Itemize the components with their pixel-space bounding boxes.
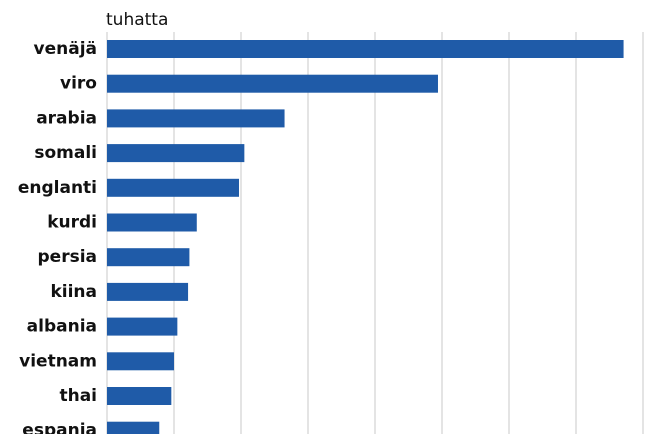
category-label: albania: [27, 317, 97, 337]
bar: [107, 421, 160, 434]
bar: [107, 213, 197, 232]
bar: [107, 178, 239, 197]
unit-label: tuhatta: [106, 10, 168, 30]
category-label: venäjä: [34, 39, 97, 59]
bar: [107, 109, 285, 128]
bar: [107, 387, 172, 405]
category-label: kurdi: [47, 213, 97, 233]
bar: [107, 248, 190, 267]
category-label: vietnam: [19, 351, 97, 371]
bar: [107, 74, 438, 93]
bar: [107, 352, 174, 371]
category-label: arabia: [36, 108, 97, 128]
category-label: thai: [59, 386, 97, 406]
category-label: persia: [38, 247, 98, 267]
category-label: englanti: [18, 178, 97, 198]
category-label: espanja: [22, 421, 97, 434]
category-label: somali: [34, 143, 97, 163]
bar: [107, 40, 624, 58]
category-label: viro: [60, 74, 97, 94]
bar: [107, 317, 178, 336]
bar: [107, 144, 245, 163]
bar: [107, 282, 189, 301]
category-label: kiina: [50, 282, 97, 302]
